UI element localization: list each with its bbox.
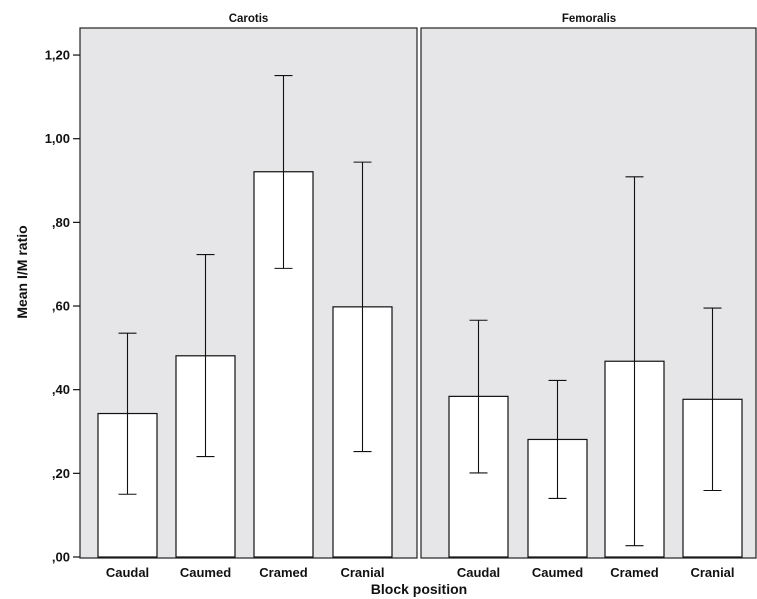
panel-title: Carotis xyxy=(229,13,269,25)
y-tick-label: 1,20 xyxy=(45,48,70,63)
y-tick-label: ,20 xyxy=(52,466,70,481)
y-axis: ,00 ,20 ,40 ,60 ,80 1,00 1,20 xyxy=(45,48,80,565)
panel-carotis: Carotis Caudal Caumed Cramed Cranial xyxy=(79,13,418,580)
x-tick-label: Caumed xyxy=(180,565,231,580)
y-tick-label: ,60 xyxy=(52,299,70,314)
x-tick-label: Cranial xyxy=(690,565,734,580)
panel-title: Femoralis xyxy=(562,13,616,25)
y-tick-label: 1,00 xyxy=(45,131,70,146)
y-tick-label: ,40 xyxy=(52,382,70,397)
x-tick-label: Cramed xyxy=(259,565,307,580)
x-tick-label: Cranial xyxy=(340,565,384,580)
x-tick-label: Cramed xyxy=(610,565,658,580)
y-axis-label: Mean I/M ratio xyxy=(14,225,30,318)
x-tick-label: Caudal xyxy=(457,565,500,580)
x-tick-label: Caudal xyxy=(106,565,149,580)
y-tick-label: ,00 xyxy=(52,550,70,565)
x-axis-label: Block position xyxy=(371,581,467,597)
y-tick-label: ,80 xyxy=(52,215,70,230)
x-tick-label: Caumed xyxy=(532,565,583,580)
panel-femoralis: Femoralis Caudal Caumed Cramed Cranial xyxy=(420,13,757,580)
